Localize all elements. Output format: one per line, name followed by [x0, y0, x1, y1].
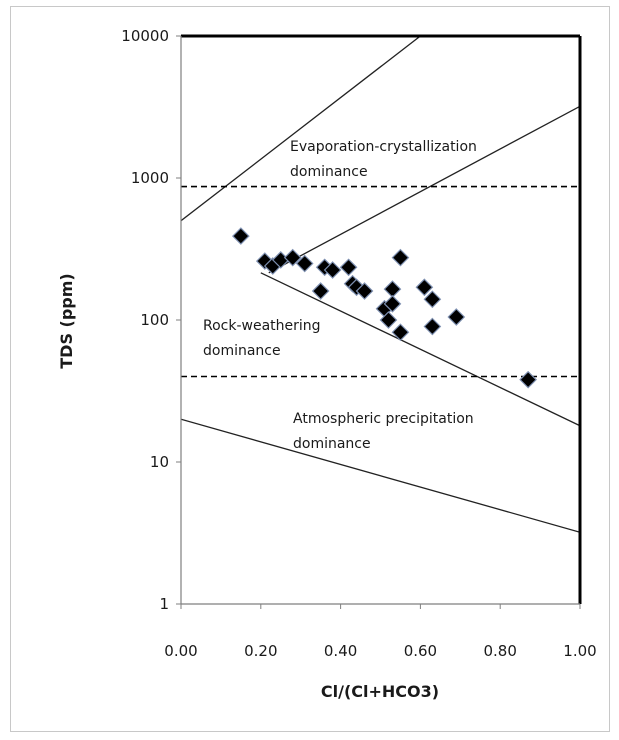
y-tick-label: 10: [150, 453, 169, 471]
data-point: [383, 294, 402, 313]
data-point: [295, 254, 314, 273]
data-point: [415, 278, 434, 297]
data-point: [379, 311, 398, 329]
x-axis-ticks: 0.00 0.20 0.40 0.60 0.80 1.00: [164, 604, 597, 660]
x-tick-label: 0.20: [244, 642, 277, 660]
data-point: [283, 248, 302, 267]
chart-frame: [10, 6, 610, 732]
x-tick-label: 0.00: [164, 642, 197, 660]
data-point: [447, 308, 466, 326]
x-tick-label: 0.60: [404, 642, 437, 660]
data-point: [423, 290, 442, 309]
y-tick-label: 1: [159, 595, 169, 613]
y-axis-title: TDS (ppm): [57, 273, 76, 369]
region-label-evaporation-line1: Evaporation-crystallization: [290, 139, 477, 155]
y-tick-label: 1000: [131, 169, 169, 187]
y-tick-label: 10000: [121, 27, 169, 45]
data-point: [383, 280, 402, 298]
y-axis-ticks: 1 10 100 1000 10000: [121, 27, 181, 613]
solid-boundary-0: [181, 36, 421, 222]
solid-boundary-2: [260, 272, 580, 427]
data-point: [311, 282, 330, 300]
boundary-lines: [181, 36, 580, 533]
plot-area: [180, 34, 582, 605]
data-point: [391, 248, 410, 267]
data-point: [519, 370, 537, 389]
data-point: [232, 227, 250, 245]
region-label-evaporation-line2: dominance: [290, 164, 368, 180]
region-label-atmospheric-line2: dominance: [293, 436, 371, 452]
data-point: [423, 317, 442, 336]
data-points: [232, 227, 537, 389]
x-tick-label: 0.40: [324, 642, 357, 660]
region-label-rock-weathering-line2: dominance: [203, 343, 281, 359]
region-label-rock-weathering-line1: Rock-weathering: [203, 318, 321, 334]
region-label-atmospheric-line1: Atmospheric precipitation: [293, 411, 474, 427]
data-point: [323, 261, 342, 279]
x-tick-label: 1.00: [563, 642, 596, 660]
solid-boundary-1: [268, 105, 580, 274]
solid-boundary-3: [181, 418, 580, 533]
x-tick-label: 0.80: [483, 642, 516, 660]
y-tick-label: 100: [140, 311, 169, 329]
data-point: [355, 282, 374, 300]
data-point: [391, 323, 410, 342]
data-point: [339, 258, 358, 277]
x-axis-title: Cl/(Cl+HCO3): [321, 682, 439, 701]
